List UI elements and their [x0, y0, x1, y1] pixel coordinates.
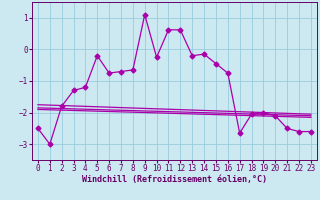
X-axis label: Windchill (Refroidissement éolien,°C): Windchill (Refroidissement éolien,°C) [82, 175, 267, 184]
